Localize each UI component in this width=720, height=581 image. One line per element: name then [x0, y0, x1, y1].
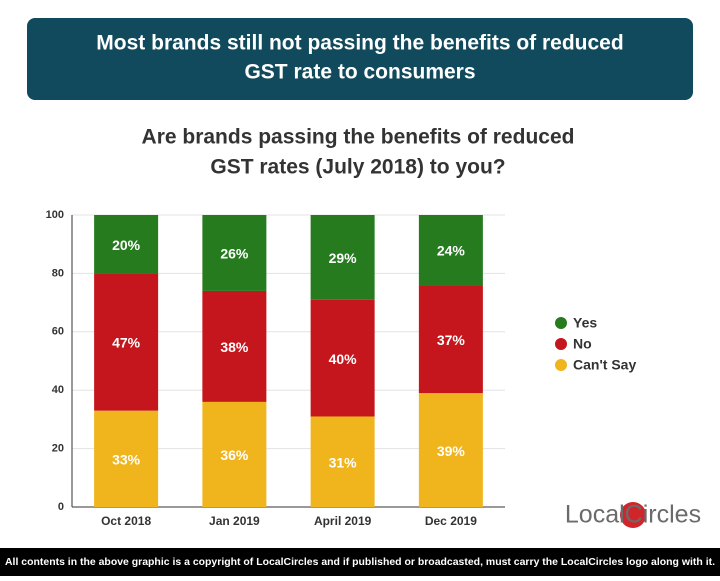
legend-label: No: [573, 336, 592, 352]
data-label: 47%: [112, 335, 141, 351]
bar-segment: [310, 299, 375, 417]
data-label: 40%: [329, 351, 358, 367]
data-label: 37%: [437, 332, 466, 348]
y-tick-label: 80: [52, 267, 64, 279]
data-label: 29%: [329, 250, 358, 266]
bar-segment: [418, 285, 483, 394]
x-tick-label: April 2019: [314, 514, 372, 528]
legend-marker: [555, 359, 567, 371]
x-tick-label: Oct 2018: [101, 514, 151, 528]
banner: [27, 18, 693, 100]
bar-segment: [94, 273, 159, 411]
bar-segment: [310, 416, 375, 507]
x-tick-label: Dec 2019: [425, 514, 477, 528]
y-tick-label: 20: [52, 443, 64, 455]
y-tick-label: 100: [46, 209, 64, 221]
data-label: 24%: [437, 243, 466, 259]
footer-bar: [0, 548, 720, 576]
legend-marker: [555, 317, 567, 329]
bar-segment: [202, 401, 267, 507]
x-tick-label: Jan 2019: [209, 514, 260, 528]
bar-segment: [202, 290, 267, 402]
data-label: 20%: [112, 237, 141, 253]
legend-label: Can't Say: [573, 357, 636, 373]
logo: LocalCircles: [565, 501, 701, 529]
legend-label: Yes: [573, 315, 597, 331]
data-label: 39%: [437, 443, 466, 459]
bar-segment: [94, 215, 159, 274]
legend-marker: [555, 338, 567, 350]
y-tick-label: 0: [58, 501, 64, 513]
banner-title: GST rate to consumers: [244, 61, 475, 84]
bar-segment: [202, 215, 267, 291]
data-label: 33%: [112, 452, 141, 468]
logo-pin: [620, 502, 646, 528]
data-label: 38%: [220, 339, 249, 355]
bar-segment: [418, 393, 483, 507]
y-tick-label: 60: [52, 326, 64, 338]
chart-title: Are brands passing the benefits of reduc…: [142, 126, 575, 149]
banner-title: Most brands still not passing the benefi…: [96, 32, 623, 55]
chart-title: GST rates (July 2018) to you?: [210, 156, 505, 179]
data-label: 36%: [220, 447, 249, 463]
data-label: 31%: [329, 454, 358, 470]
data-label: 26%: [220, 246, 249, 262]
bar-segment: [310, 215, 375, 300]
bar-segment: [418, 215, 483, 286]
y-tick-label: 40: [52, 384, 64, 396]
footer: All contents in the above graphic is a c…: [5, 556, 715, 568]
bar-segment: [94, 410, 159, 507]
